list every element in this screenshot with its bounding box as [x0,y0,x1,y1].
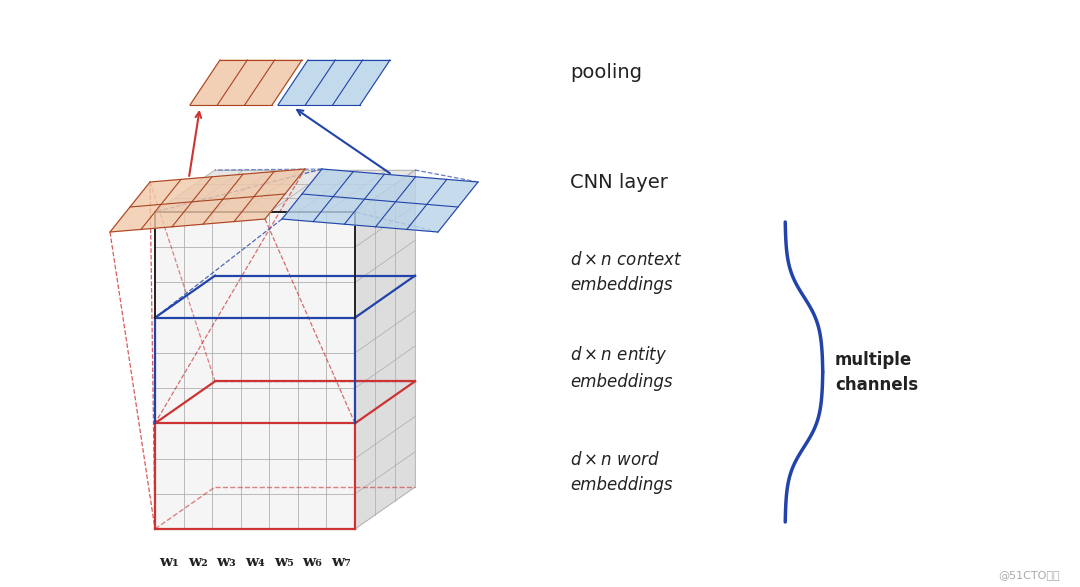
Polygon shape [282,169,478,232]
Polygon shape [190,60,302,105]
Text: w₅: w₅ [274,555,294,569]
Polygon shape [110,169,305,232]
Text: $d\times n$ entity
embeddings: $d\times n$ entity embeddings [570,343,673,390]
Polygon shape [278,60,390,105]
Polygon shape [156,212,355,529]
Text: w₃: w₃ [216,555,237,569]
Text: CNN layer: CNN layer [570,173,667,191]
Text: multiple
channels: multiple channels [835,350,918,393]
Text: w₇: w₇ [332,555,351,569]
Text: w₂: w₂ [188,555,207,569]
Polygon shape [156,170,415,212]
Text: $d\times n$ word
embeddings: $d\times n$ word embeddings [570,450,673,494]
Polygon shape [355,170,415,529]
Text: w₆: w₆ [302,555,322,569]
Text: pooling: pooling [570,62,642,82]
Text: @51CTO博客: @51CTO博客 [998,570,1059,580]
Text: w₁: w₁ [159,555,179,569]
Text: $d\times n$ context
embeddings: $d\times n$ context embeddings [570,251,683,294]
Text: w₄: w₄ [245,555,265,569]
